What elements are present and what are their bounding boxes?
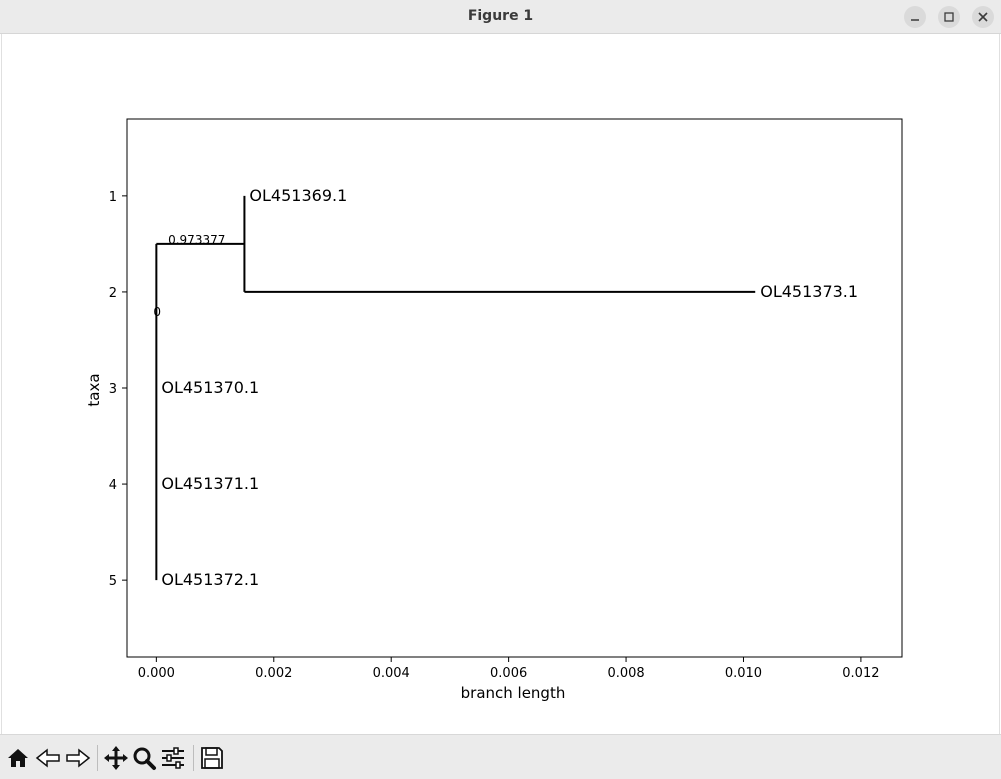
x-tick-label: 0.004 bbox=[373, 666, 410, 681]
toolbar-separator bbox=[193, 745, 194, 771]
figure-canvas: 0.000 0.002 0.004 0.006 0.008 0.010 0.012 1 2 3 4 5… bbox=[1, 34, 1000, 734]
x-tick-label: 0.012 bbox=[842, 666, 879, 681]
x-tick-label: 0.008 bbox=[607, 666, 644, 681]
close-button[interactable] bbox=[972, 6, 994, 28]
leaf-label: OL451372.1 bbox=[161, 570, 259, 589]
x-axis-label: branch length bbox=[461, 684, 566, 702]
y-tick-label: 5 bbox=[109, 574, 117, 589]
x-tick-label: 0.002 bbox=[255, 666, 292, 681]
toolbar bbox=[0, 734, 1001, 779]
x-tick-label: 0.006 bbox=[490, 666, 527, 681]
minimize-button[interactable] bbox=[904, 6, 926, 28]
minimize-icon bbox=[911, 19, 919, 21]
back-button[interactable] bbox=[35, 745, 61, 771]
forward-icon bbox=[66, 748, 91, 768]
zoom-icon bbox=[133, 747, 156, 770]
leaf-label: OL451371.1 bbox=[161, 474, 259, 493]
node-label: 0.973377 bbox=[168, 233, 225, 247]
window-title: Figure 1 bbox=[467, 8, 534, 24]
save-icon bbox=[201, 747, 223, 769]
home-button[interactable] bbox=[5, 745, 31, 771]
forward-button[interactable] bbox=[65, 745, 91, 771]
y-tick-label: 4 bbox=[109, 478, 117, 493]
y-tick-label: 2 bbox=[109, 286, 117, 301]
home-icon bbox=[8, 749, 28, 767]
configure-icon bbox=[162, 747, 184, 769]
toolbar-separator bbox=[97, 745, 98, 771]
back-icon bbox=[35, 748, 60, 768]
leaf-label: OL451370.1 bbox=[161, 378, 259, 397]
maximize-icon bbox=[944, 12, 954, 22]
y-tick-label: 1 bbox=[109, 190, 117, 205]
title-bar: Figure 1 bbox=[0, 0, 1001, 34]
configure-button[interactable] bbox=[160, 745, 186, 771]
save-button[interactable] bbox=[199, 745, 225, 771]
y-tick-label: 3 bbox=[109, 382, 117, 397]
leaf-label: OL451373.1 bbox=[760, 282, 858, 301]
x-tick-label: 0.000 bbox=[138, 666, 175, 681]
node-label: 0 bbox=[153, 305, 161, 319]
pan-icon bbox=[104, 746, 128, 770]
maximize-button[interactable] bbox=[938, 6, 960, 28]
close-icon bbox=[978, 12, 988, 22]
leaf-label: OL451369.1 bbox=[249, 186, 347, 205]
y-axis-label: taxa bbox=[85, 373, 103, 406]
zoom-button[interactable] bbox=[131, 745, 157, 771]
tree-chart: 0.000 0.002 0.004 0.006 0.008 0.010 0.012 1 2 3 4 5… bbox=[85, 118, 903, 702]
x-tick-label: 0.010 bbox=[725, 666, 762, 681]
pan-button[interactable] bbox=[103, 745, 129, 771]
